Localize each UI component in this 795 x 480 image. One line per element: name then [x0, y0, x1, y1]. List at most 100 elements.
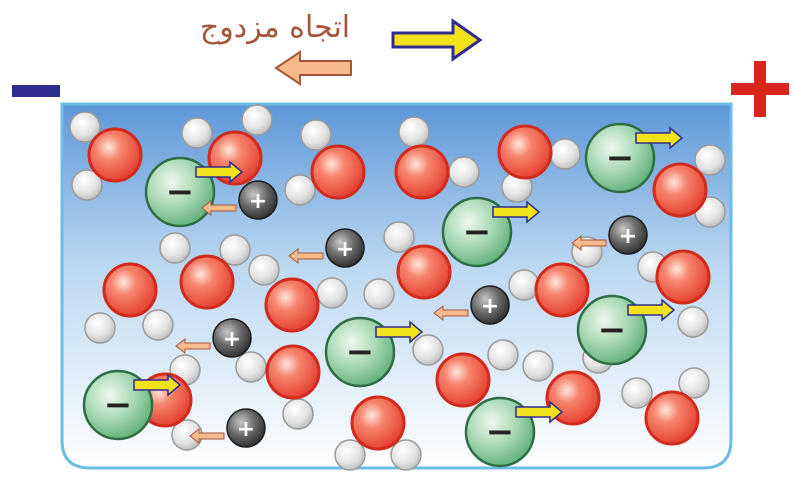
water-molecule [394, 116, 480, 200]
hydrogen-atom [219, 234, 251, 266]
diagram-title: اتجاه مزدوج [199, 10, 351, 45]
hydrogen-atom [694, 144, 726, 176]
anion-sign: − [463, 212, 492, 252]
hydrogen-atom [390, 439, 422, 471]
hydrogen-atom [300, 119, 332, 151]
hydrogen-atom [248, 254, 280, 286]
oxygen-atom [534, 262, 590, 318]
anion-sign: − [606, 138, 635, 178]
hydrogen-atom [334, 439, 366, 471]
hydrogen-atom [677, 306, 709, 338]
peach-arrow-icon [189, 427, 225, 445]
water-molecule [284, 119, 366, 206]
water-molecule [637, 249, 711, 338]
hydrogen-atom [522, 350, 554, 382]
oxygen-atom [310, 144, 366, 200]
minus-pole-icon [12, 85, 60, 97]
oxygen-atom [265, 344, 321, 400]
yellow-arrow-icon [133, 373, 182, 397]
cation: + [201, 180, 278, 220]
oxygen-atom [102, 262, 158, 318]
hydrogen-atom [508, 269, 540, 301]
water-molecule [248, 254, 348, 333]
oxygen-atom [652, 162, 708, 218]
oxygen-atom [350, 395, 406, 451]
cation-sign: + [481, 294, 499, 319]
hydrogen-atom [159, 232, 191, 264]
oxygen-atom [179, 254, 235, 310]
yellow-arrow-icon [195, 160, 244, 184]
oxygen-atom [644, 390, 700, 446]
hydrogen-atom [398, 116, 430, 148]
water-molecule [159, 232, 251, 310]
water-molecule [621, 367, 710, 446]
hydrogen-atom [282, 398, 314, 430]
peach-arrow-icon [433, 304, 469, 322]
oxygen-atom [87, 127, 143, 183]
water-molecule [84, 262, 174, 344]
cation: + [571, 215, 648, 255]
hydrogen-atom [235, 351, 267, 383]
anion-sign: − [486, 412, 515, 452]
oxygen-atom [264, 277, 320, 333]
molecule-layer [69, 104, 726, 471]
hydrogen-atom [316, 277, 348, 309]
hydrogen-atom [678, 367, 710, 399]
anion: − [82, 369, 182, 441]
hydrogen-atom [412, 334, 444, 366]
hydrogen-atom [448, 156, 480, 188]
hydrogen-atom [621, 377, 653, 409]
oxygen-atom [394, 144, 450, 200]
cation-sign: + [223, 327, 241, 352]
water-molecule [363, 221, 452, 310]
oxygen-atom [435, 352, 491, 408]
water-molecule [69, 111, 143, 201]
cation: + [175, 318, 252, 358]
anion: − [464, 396, 564, 468]
cation: + [288, 228, 365, 268]
ion-layer: − − − − − − − + + + + + + [82, 122, 684, 468]
anion: − [441, 196, 541, 268]
hydrogen-atom [487, 339, 519, 371]
peach-arrow-icon [201, 199, 237, 217]
hydrogen-atom [71, 169, 103, 201]
hydrogen-atom [142, 309, 174, 341]
hydrogen-atom [181, 117, 213, 149]
yellow-arrow-icon [515, 400, 564, 424]
water-molecule [652, 144, 726, 228]
anion: − [324, 316, 424, 388]
peach-arrow-icon [288, 247, 324, 265]
cation: + [433, 285, 510, 325]
anion-sign: − [166, 172, 195, 212]
anion: − [144, 156, 244, 228]
cation-sign: + [619, 224, 637, 249]
anion-sign: − [346, 332, 375, 372]
cation-sign: + [237, 417, 255, 442]
hydrogen-atom [363, 278, 395, 310]
oxygen-atom [497, 124, 553, 180]
yellow-arrow-icon [375, 320, 424, 344]
peach-arrow-icon [571, 234, 607, 252]
cation-sign: + [249, 189, 267, 214]
cation-sign: + [336, 237, 354, 262]
anion: − [576, 294, 676, 366]
peach-arrow-icon [274, 50, 352, 86]
hydrogen-atom [284, 174, 316, 206]
yellow-arrow-icon [391, 18, 483, 62]
hydrogen-atom [69, 111, 101, 143]
water-molecule [497, 124, 581, 203]
peach-arrow-icon [175, 337, 211, 355]
oxygen-atom [655, 249, 711, 305]
oxygen-atom [396, 244, 452, 300]
hydrogen-atom [241, 104, 273, 136]
hydrogen-atom [549, 138, 581, 170]
hydrogen-atom [84, 312, 116, 344]
yellow-arrow-icon [635, 126, 684, 150]
anion-sign: − [104, 385, 133, 425]
cation: + [189, 408, 266, 448]
water-molecule [412, 334, 519, 408]
plus-pole-icon [731, 61, 789, 117]
yellow-arrow-icon [492, 200, 541, 224]
